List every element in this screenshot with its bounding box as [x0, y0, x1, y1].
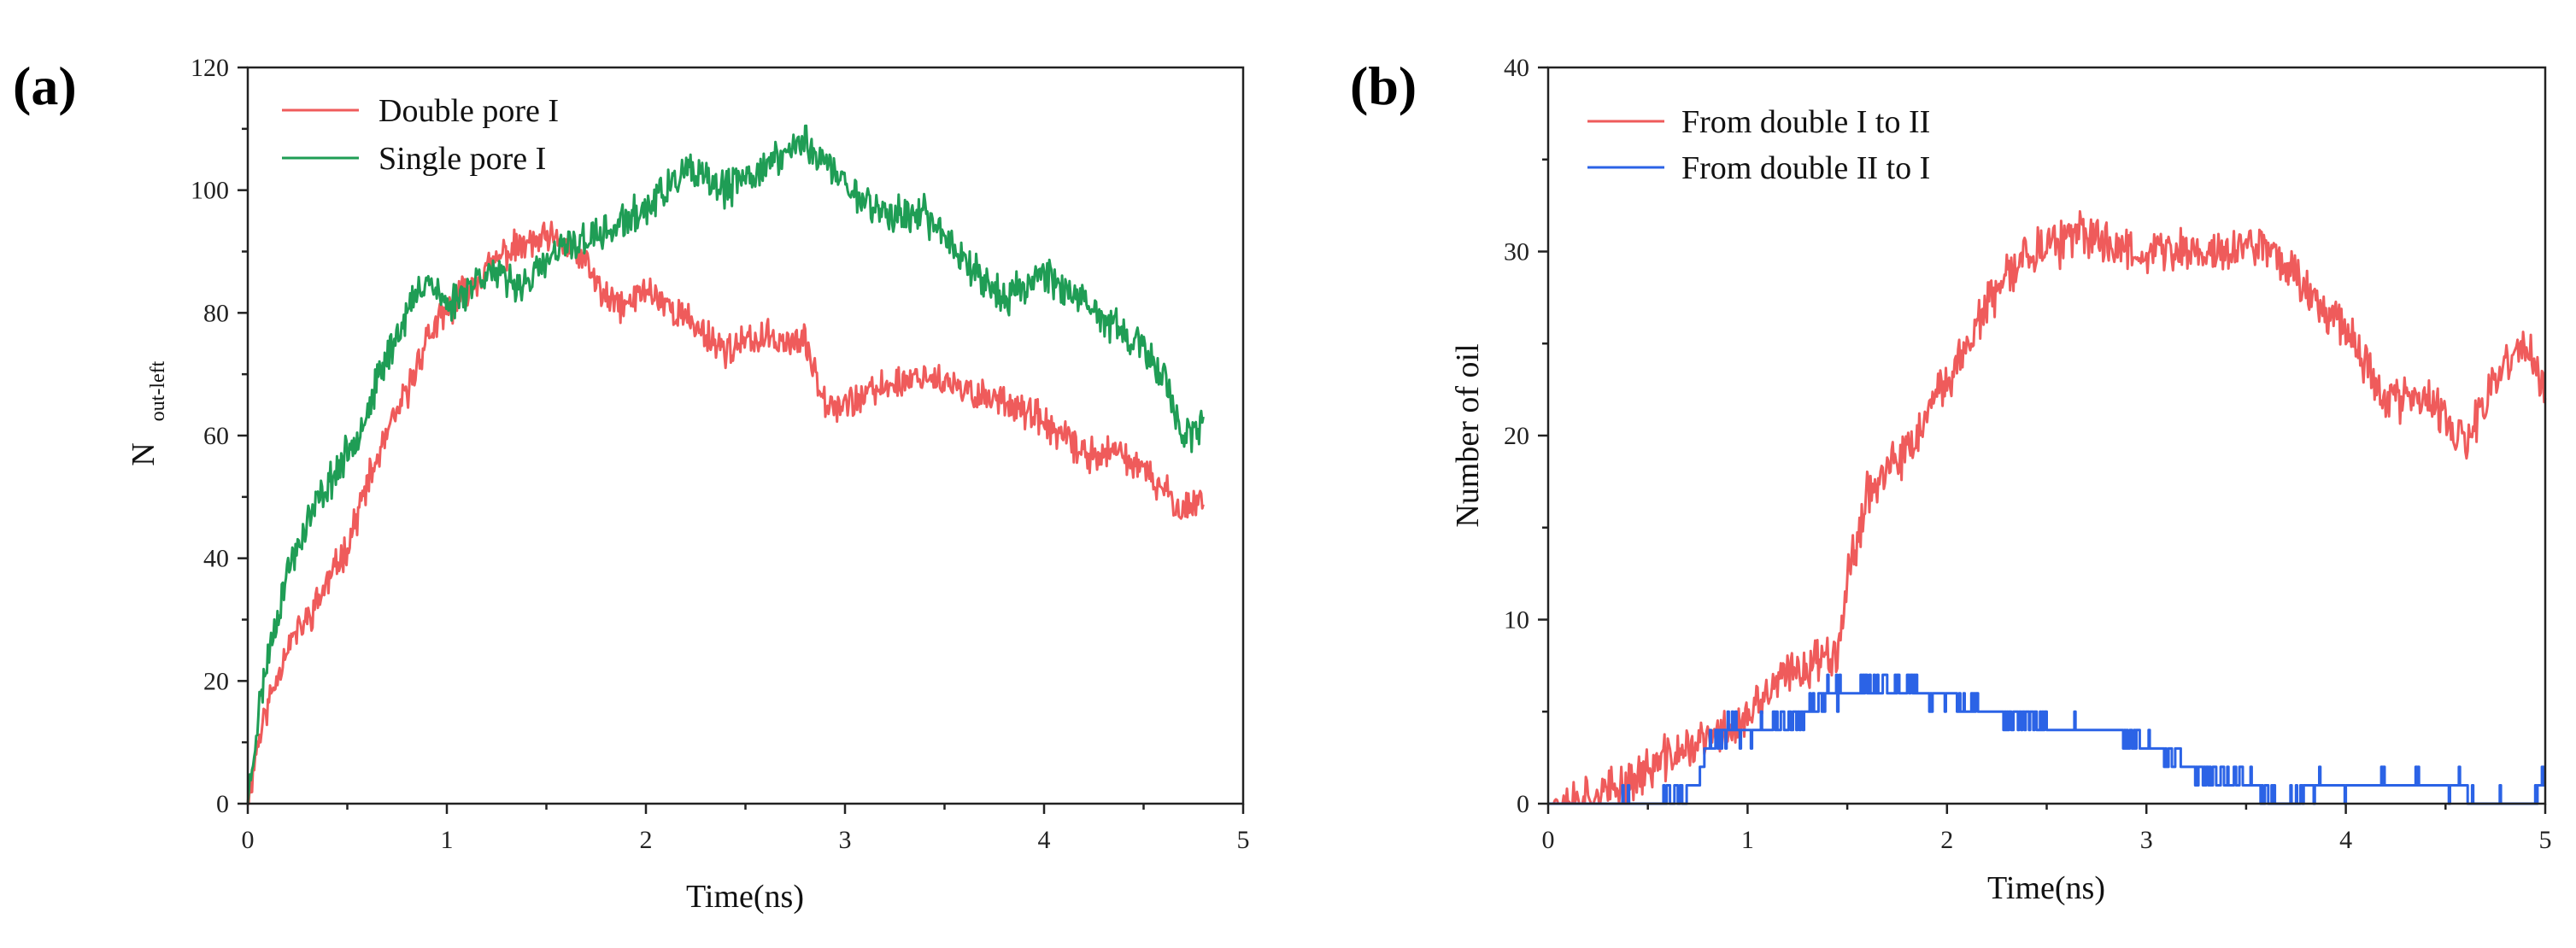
panel-b-y-axis-title: Number of oil: [1450, 343, 1486, 527]
panel-b-y-tick-label: 20: [1504, 422, 1529, 450]
panel-b-series-line-from-double-i-to-ii: [1547, 210, 2547, 805]
panel-a-y-tick-label: 20: [203, 667, 229, 695]
panel-b-x-axis-title: Time(ns): [1987, 870, 2105, 906]
panel-a-y-tick-label: 120: [191, 54, 229, 82]
panel-b-ticks: 0 1 2 3 4 5 0 10 20 30 40: [1504, 54, 2552, 854]
panel-label-a: (a): [13, 56, 77, 116]
panel-b-series-line-from-double-ii-to-i: [1547, 673, 2546, 805]
panel-b-x-tick-label: 0: [1542, 826, 1555, 854]
panel-b-y-tick-label: 30: [1504, 238, 1529, 266]
panel-a-y-tick-label: 0: [216, 790, 229, 818]
panel-a-x-tick-label: 1: [441, 826, 454, 854]
panel-b: (b) 0 1 2 3 4 5 0 10 20 30 40 Time(ns) Number of o…: [1350, 54, 2552, 906]
panel-a-y-tick-label: 40: [203, 545, 229, 573]
panel-a-legend: Double pore I Single pore I: [282, 93, 559, 177]
panel-a-x-tick-label: 4: [1038, 826, 1051, 854]
panel-b-y-tick-label: 10: [1504, 606, 1529, 635]
panel-b-y-tick-label: 0: [1517, 790, 1529, 818]
panel-b-y-tick-label: 40: [1504, 54, 1529, 82]
panel-a-y-tick-label: 60: [203, 422, 229, 450]
panel-a-x-tick-label: 5: [1237, 826, 1250, 854]
panel-a-y-tick-label: 80: [203, 299, 229, 327]
panel-label-b: (b): [1350, 56, 1417, 116]
legend-label-from-double-i-to-ii: From double I to II: [1681, 104, 1930, 140]
panel-b-series: [1547, 210, 2547, 805]
panel-a-x-tick-label: 3: [839, 826, 852, 854]
panel-b-x-tick-label: 5: [2539, 826, 2552, 854]
panel-a-y-axis-title-main: N: [126, 442, 161, 465]
panel-a-series-line-double-pore-i: [247, 220, 1205, 805]
panel-a-y-tick-label: 100: [191, 177, 229, 205]
panel-a-x-tick-label: 2: [640, 826, 653, 854]
legend-label-double-pore-i: Double pore I: [378, 93, 559, 129]
panel-b-x-tick-label: 2: [1940, 826, 1953, 854]
panel-b-x-tick-label: 4: [2339, 826, 2352, 854]
panel-a-series: [246, 124, 1205, 805]
panel-a-y-axis-title: N out-left: [126, 360, 169, 465]
panel-a-ticks: 0 1 2 3 4 5 0 20 40 60 80 100 120: [191, 54, 1250, 854]
panel-b-x-tick-label: 3: [2140, 826, 2153, 854]
panel-b-x-tick-label: 1: [1741, 826, 1754, 854]
panel-b-legend: From double I to II From double II to I: [1587, 104, 1930, 186]
legend-label-single-pore-i: Single pore I: [378, 141, 546, 177]
panel-a-y-axis-title-sub: out-left: [147, 360, 169, 421]
legend-label-from-double-ii-to-i: From double II to I: [1681, 150, 1930, 186]
panel-a-x-tick-label: 0: [242, 826, 255, 854]
panel-a-x-axis-title: Time(ns): [686, 879, 804, 915]
panel-a-series-line-single-pore-i: [246, 124, 1205, 805]
panel-a: (a) 0 1 2 3 4 5 0 20 40 60 80 100 120 Time(ns) N out…: [13, 54, 1250, 915]
